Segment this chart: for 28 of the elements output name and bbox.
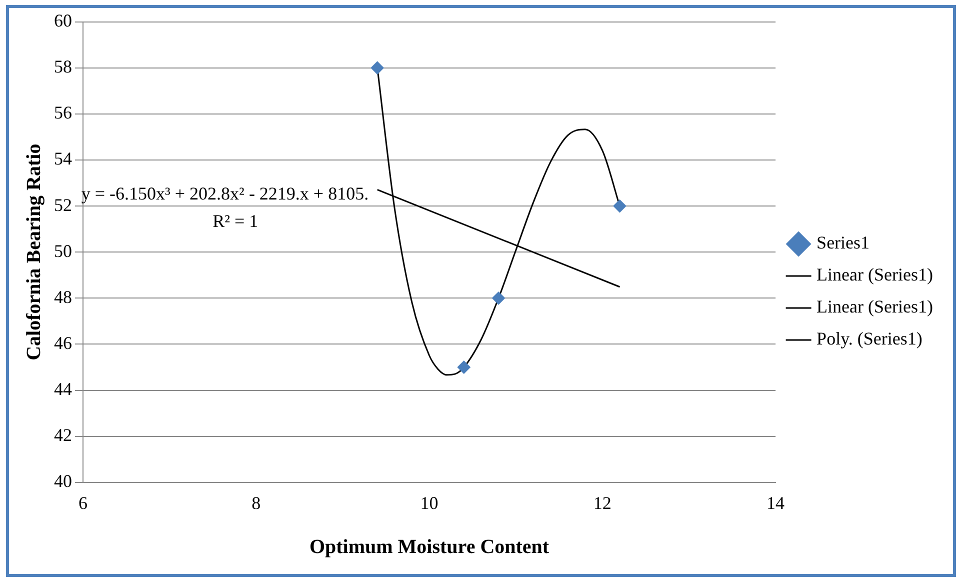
annotation: R² = 1 <box>212 210 258 231</box>
y-tick-label: 44 <box>54 379 72 400</box>
y-tick-label: 58 <box>54 56 72 77</box>
x-tick-label: 8 <box>252 492 261 513</box>
y-axis-title: Calofornia Bearing Ratio <box>23 144 46 360</box>
legend-label: Poly. (Series1) <box>816 328 922 349</box>
y-tick-label: 54 <box>54 148 72 169</box>
legend-label: Series1 <box>816 232 870 253</box>
y-tick-label: 40 <box>54 471 72 492</box>
annotation: y = -6.150x³ + 202.8x² - 2219.x + 8105. <box>81 183 369 204</box>
y-tick-label: 48 <box>54 286 72 307</box>
x-axis-title: Optimum Moisture Content <box>309 536 550 558</box>
y-tick-label: 42 <box>54 425 72 446</box>
y-tick-label: 50 <box>54 240 72 261</box>
point <box>370 61 384 74</box>
x-tick-label: 14 <box>766 492 785 513</box>
legend-label: Linear (Series1) <box>816 296 934 317</box>
y-tick-label: 56 <box>54 102 72 123</box>
y-tick-label: 52 <box>54 194 72 215</box>
x-tick-label: 10 <box>420 492 438 513</box>
point <box>492 292 506 305</box>
x-tick-label: 12 <box>593 492 612 513</box>
x-tick-label: 6 <box>78 492 88 513</box>
legend-label: Linear (Series1) <box>816 264 934 285</box>
point <box>457 360 470 374</box>
y-tick-label: 46 <box>54 332 72 353</box>
y-tick-label: 60 <box>54 10 72 31</box>
point <box>613 200 626 213</box>
